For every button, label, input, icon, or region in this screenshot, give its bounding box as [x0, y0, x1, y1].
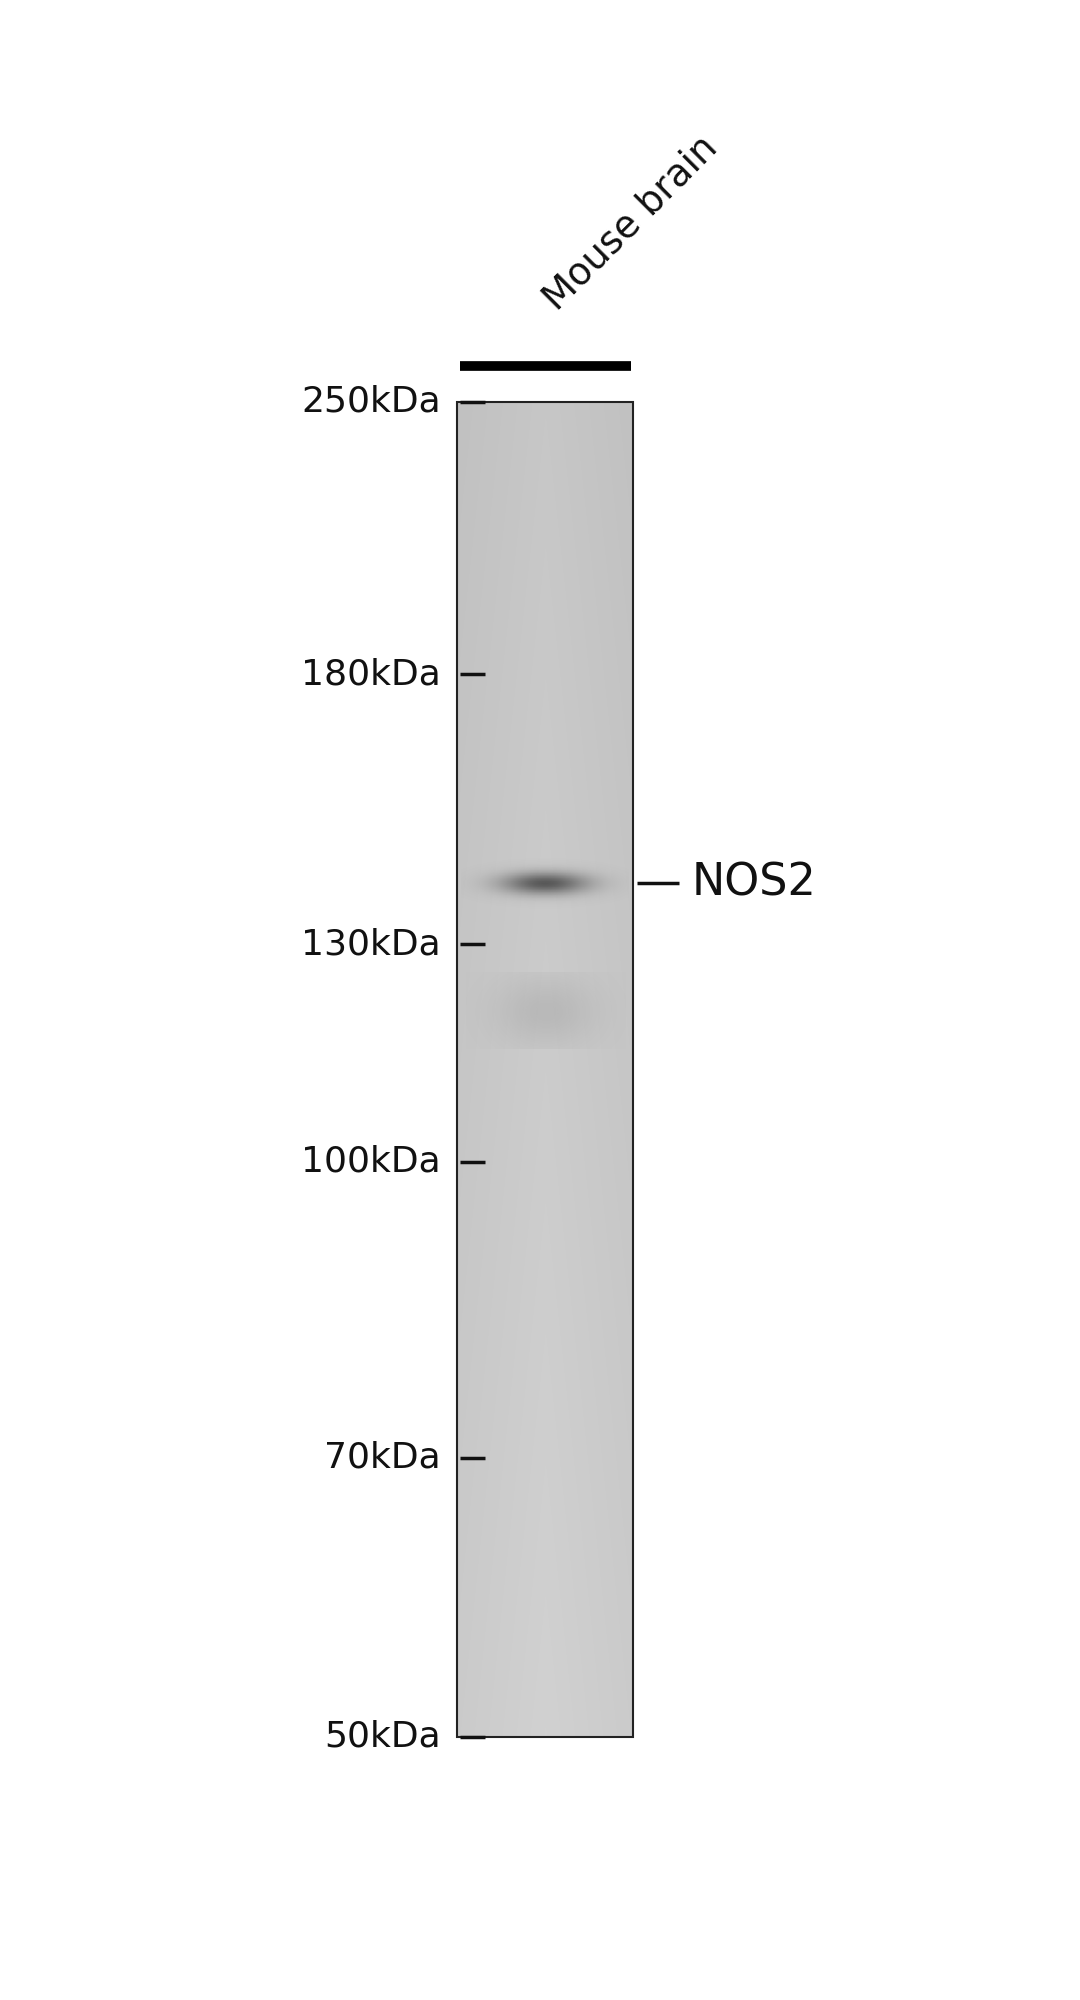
Text: 180kDa: 180kDa — [300, 658, 441, 692]
Text: Mouse brain: Mouse brain — [537, 130, 725, 316]
Bar — [457, 402, 633, 1736]
Text: 50kDa: 50kDa — [324, 1720, 441, 1754]
Text: 250kDa: 250kDa — [301, 384, 441, 418]
Text: NOS2: NOS2 — [691, 862, 816, 904]
Text: 130kDa: 130kDa — [301, 928, 441, 962]
Text: 70kDa: 70kDa — [324, 1440, 441, 1474]
Text: 100kDa: 100kDa — [301, 1144, 441, 1178]
